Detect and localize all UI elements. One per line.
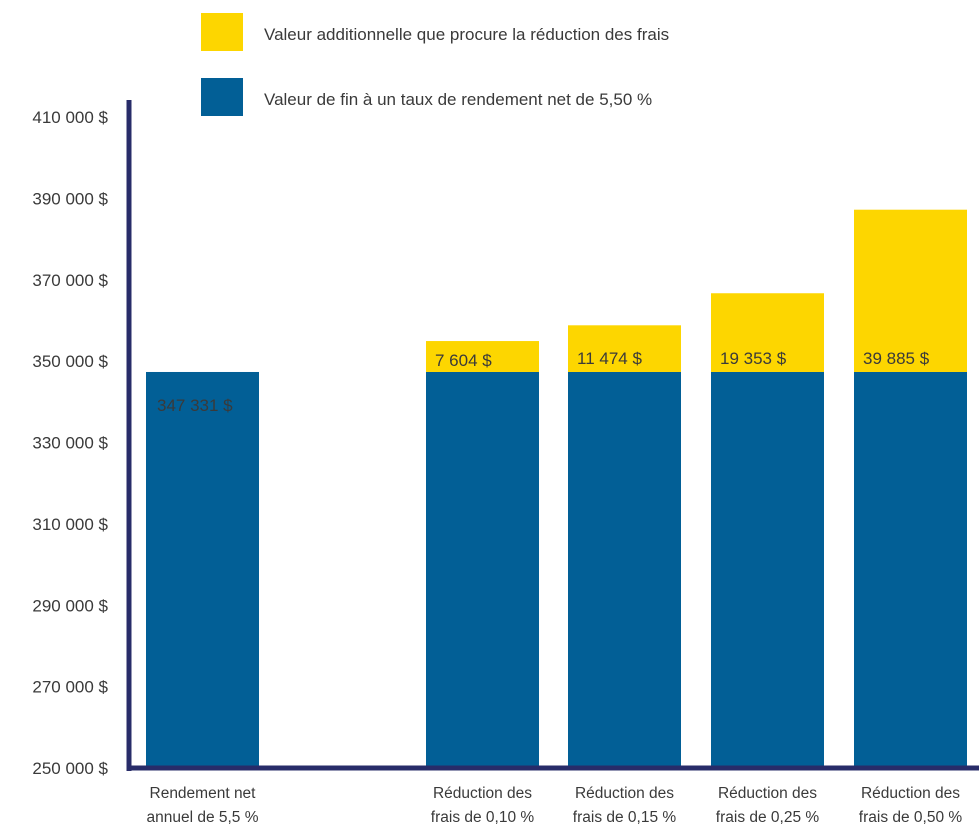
bar-base — [854, 371, 967, 768]
category-labels: Rendement net annuel de 5,5 % Réduction de… — [146, 785, 962, 826]
axes — [126, 100, 979, 771]
bar-additional — [711, 293, 824, 372]
category-label: Réduction des — [861, 785, 960, 802]
legend-swatch — [201, 13, 243, 51]
category-label: frais de 0,25 % — [716, 809, 820, 826]
data-label: 7 604 $ — [435, 351, 492, 370]
y-tick-label: 370 000 $ — [32, 271, 108, 290]
category-label: Réduction des — [575, 785, 674, 802]
y-tick-label: 270 000 $ — [32, 678, 108, 697]
y-tick-label: 330 000 $ — [32, 434, 108, 453]
category-label: Réduction des — [433, 785, 532, 802]
category-label: Rendement net — [150, 785, 257, 802]
data-label: 39 885 $ — [863, 349, 930, 368]
legend-label: Valeur de fin à un taux de rendement net… — [264, 90, 652, 109]
legend-label: Valeur additionnelle que procure la rédu… — [264, 25, 669, 44]
legend: Valeur additionnelle que procure la rédu… — [201, 13, 669, 116]
y-tick-label: 290 000 $ — [32, 596, 108, 615]
bars: 347 331 $ 7 604 $ 11 474 $ 19 353 $ 39 885 $ — [146, 209, 967, 768]
bar-base — [146, 371, 259, 768]
bar-base — [426, 371, 539, 768]
bar-additional — [854, 209, 967, 372]
category-label: frais de 0,50 % — [859, 809, 963, 826]
data-label: 11 474 $ — [577, 349, 642, 368]
category-label: frais de 0,10 % — [431, 809, 535, 826]
y-tick-label: 250 000 $ — [32, 759, 108, 778]
data-label: 19 353 $ — [720, 349, 787, 368]
category-label: annuel de 5,5 % — [146, 809, 258, 826]
y-axis-ticks: 250 000 $ 270 000 $ 290 000 $ 310 000 $ 330 … — [32, 108, 108, 778]
bar-base — [568, 371, 681, 768]
category-label: frais de 0,15 % — [573, 809, 677, 826]
bar-additional — [568, 325, 681, 372]
y-tick-label: 410 000 $ — [32, 108, 108, 127]
data-label: 347 331 $ — [157, 396, 233, 415]
legend-swatch — [201, 78, 243, 116]
bar-additional — [426, 341, 539, 372]
bar-base — [711, 371, 824, 768]
category-label: Réduction des — [718, 785, 817, 802]
y-tick-label: 350 000 $ — [32, 352, 108, 371]
y-tick-label: 310 000 $ — [32, 515, 108, 534]
y-tick-label: 390 000 $ — [32, 189, 108, 208]
